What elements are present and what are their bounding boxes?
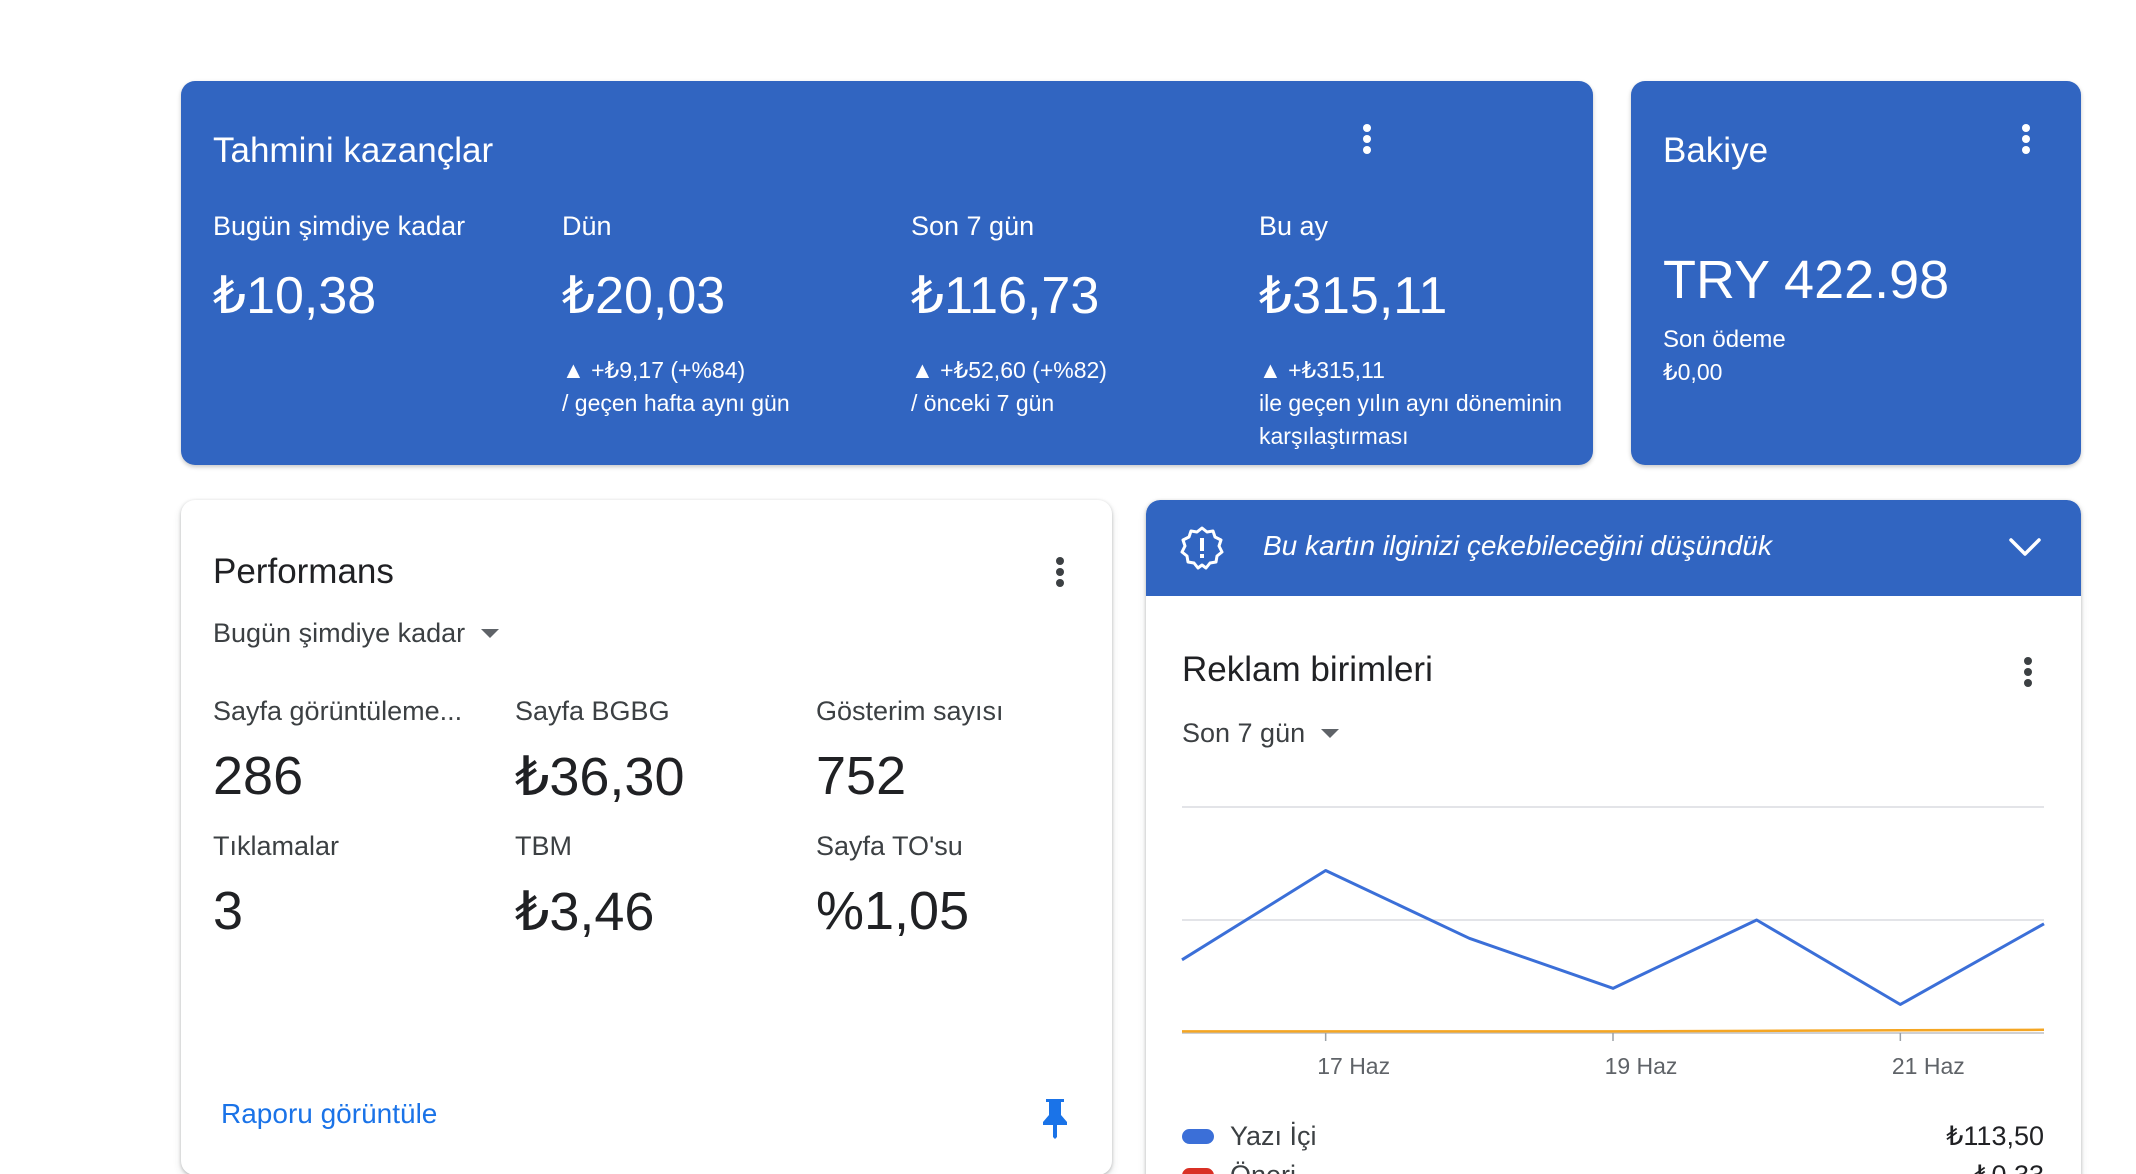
metric-label: TBM	[515, 831, 572, 861]
chart-tick-label: 17 Haz	[1317, 1053, 1390, 1079]
metric-page-views: Sayfa görüntüleme... 286	[213, 696, 462, 807]
earnings-compare: / önceki 7 gün	[911, 390, 1055, 416]
alert-badge-icon	[1180, 526, 1224, 570]
earnings-label: Bugün şimdiye kadar	[213, 211, 466, 241]
metric-value: %1,05	[816, 881, 970, 941]
earnings-today: Bugün şimdiye kadar ₺10,38	[213, 211, 553, 326]
suggestion-banner-text: Bu kartın ilginizi çekebileceğini düşünd…	[1263, 530, 1772, 561]
chevron-down-icon[interactable]	[2008, 536, 2042, 558]
view-report-link[interactable]: Raporu görüntüle	[221, 1098, 438, 1129]
balance-more-icon[interactable]	[2018, 119, 2034, 159]
earnings-this-month: Bu ay ₺315,11 ▲ +₺315,11 ile geçen yılın…	[1259, 211, 1579, 453]
chart-series-line	[1182, 1028, 2045, 1033]
performance-range-dropdown[interactable]: Bugün şimdiye kadar	[213, 618, 500, 649]
chart-tick-label: 19 Haz	[1605, 1053, 1678, 1079]
ad-units-card: Bu kartın ilginizi çekebileceğini düşünd…	[1146, 500, 2081, 1174]
earnings-last-7-days: Son 7 gün ₺116,73 ▲ +₺52,60 (+%82) / önc…	[911, 211, 1251, 420]
metric-label: Tıklamalar	[213, 831, 340, 861]
earnings-change: ▲ +₺315,11	[1259, 357, 1385, 383]
last-payment-label: Son ödeme	[1663, 326, 1786, 353]
pin-icon[interactable]	[1041, 1097, 1069, 1139]
earnings-title: Tahmini kazançlar	[213, 131, 494, 170]
metric-clicks: Tıklamalar 3	[213, 831, 339, 942]
metric-value: ₺36,30	[515, 747, 685, 807]
performance-range-label: Bugün şimdiye kadar	[213, 618, 466, 648]
legend-value: ₺0,33	[1974, 1160, 2044, 1174]
legend-swatch	[1182, 1167, 1214, 1174]
metric-page-rpm: Sayfa BGBG ₺36,30	[515, 696, 685, 808]
caret-down-icon	[481, 629, 500, 638]
earnings-value: ₺10,38	[213, 267, 377, 325]
earnings-value: ₺116,73	[911, 267, 1100, 325]
metric-value: 3	[213, 881, 244, 941]
metric-label: Gösterim sayısı	[816, 696, 1004, 726]
performance-card: Performans Bugün şimdiye kadar Sayfa gör…	[181, 500, 1112, 1174]
earnings-yesterday: Dün ₺20,03 ▲ +₺9,17 (+%84) / geçen hafta…	[562, 211, 902, 420]
metric-value: 752	[816, 746, 907, 806]
suggestion-banner[interactable]: Bu kartın ilginizi çekebileceğini düşünd…	[1146, 500, 2081, 596]
metric-page-ctr: Sayfa TO'su %1,05	[816, 831, 969, 942]
balance-card: Bakiye TRY 422.98 Son ödeme ₺0,00	[1631, 81, 2081, 465]
legend-value: ₺113,50	[1946, 1120, 2044, 1151]
metric-value: ₺3,46	[515, 882, 655, 942]
legend-row-yazi-ici: Yazı İçi ₺113,50	[1182, 1118, 2044, 1154]
earnings-value: ₺20,03	[562, 267, 726, 325]
earnings-label: Son 7 gün	[911, 211, 1035, 241]
legend-swatch	[1182, 1128, 1214, 1144]
earnings-more-icon[interactable]	[1359, 119, 1375, 159]
caret-down-icon	[1321, 729, 1340, 738]
metric-impressions: Gösterim sayısı 752	[816, 696, 1004, 807]
earnings-change: ▲ +₺9,17 (+%84)	[562, 357, 746, 383]
legend-row-oneri: Öneri ₺0,33	[1182, 1157, 2044, 1174]
legend-name: Öneri	[1230, 1160, 1974, 1174]
earnings-compare: / geçen hafta aynı gün	[562, 390, 790, 416]
earnings-label: Dün	[562, 211, 612, 241]
earnings-change: ▲ +₺52,60 (+%82)	[911, 357, 1107, 383]
ad-units-range-dropdown[interactable]: Son 7 gün	[1182, 718, 1340, 749]
balance-amount: TRY 422.98	[1663, 250, 1950, 310]
metric-cpc: TBM ₺3,46	[515, 831, 654, 943]
last-payment-value: ₺0,00	[1663, 359, 1723, 385]
earnings-label: Bu ay	[1259, 211, 1329, 241]
metric-label: Sayfa görüntüleme...	[213, 696, 463, 726]
metric-value: 286	[213, 746, 304, 806]
performance-title: Performans	[213, 552, 394, 591]
ad-units-more-icon[interactable]	[2020, 652, 2036, 692]
chart-series-line	[1181, 868, 2045, 1006]
earnings-value: ₺315,11	[1259, 267, 1448, 325]
balance-title: Bakiye	[1663, 131, 1769, 170]
ad-units-title: Reklam birimleri	[1182, 650, 1433, 689]
ad-units-line-chart: 17 Haz 19 Haz 21 Haz	[1181, 806, 2045, 1079]
metric-label: Sayfa BGBG	[515, 696, 670, 726]
legend-name: Yazı İçi	[1230, 1120, 1317, 1151]
ad-units-range-label: Son 7 gün	[1182, 718, 1306, 748]
metric-label: Sayfa TO'su	[816, 831, 963, 861]
earnings-compare: ile geçen yılın aynı döneminin karşılaşt…	[1259, 390, 1563, 449]
performance-more-icon[interactable]	[1052, 552, 1068, 592]
chart-tick-label: 21 Haz	[1892, 1053, 1965, 1079]
estimated-earnings-card: Tahmini kazançlar Bugün şimdiye kadar ₺1…	[181, 81, 1593, 465]
